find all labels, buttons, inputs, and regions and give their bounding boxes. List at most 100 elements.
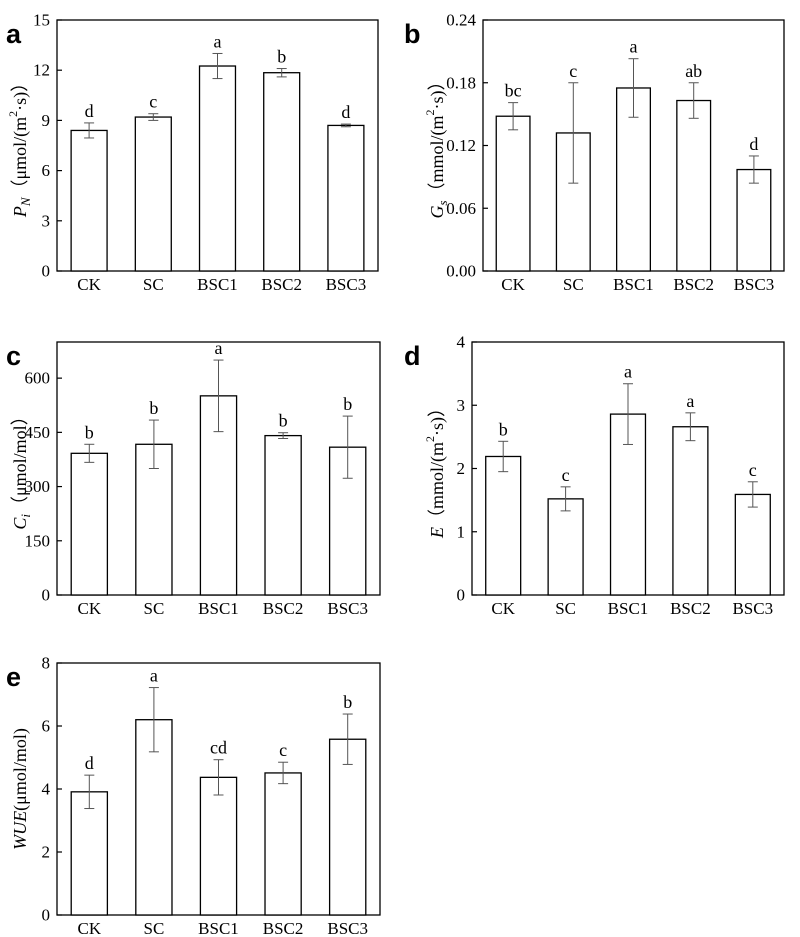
panel-letter: b: [404, 19, 421, 49]
significance-letter: cd: [210, 738, 227, 758]
bar-bsc3: [328, 738, 367, 916]
x-tick-label: CK: [501, 275, 525, 294]
significance-letter: c: [279, 740, 287, 760]
x-tick-label: CK: [77, 919, 101, 937]
significance-letter: d: [341, 102, 350, 122]
bar-bsc2: [676, 99, 712, 272]
bar-ck: [70, 791, 109, 916]
significance-letter: b: [279, 411, 288, 431]
x-tick-label: BSC2: [263, 599, 304, 618]
y-tick-label: 0: [42, 586, 51, 605]
x-tick-label: BSC2: [670, 599, 711, 618]
y-tick-label: 600: [25, 369, 51, 388]
bar-sc: [135, 443, 173, 596]
x-tick-label: BSC1: [608, 599, 649, 618]
x-tick-label: SC: [563, 275, 584, 294]
y-axis-label: E（mmol/(m2·s)）: [423, 399, 448, 539]
panel-letter: d: [404, 341, 421, 371]
significance-letter: b: [85, 422, 94, 442]
bar-ck: [70, 129, 108, 272]
y-tick-label: 0: [42, 906, 51, 925]
panel-b: b 0.00 0.06 0.12 0.18 0.24 Gs（mmol/(m2·s)） bc CK…: [404, 11, 785, 294]
significance-letter: a: [624, 362, 632, 382]
y-axis-label: WUE(μmol/mol): [10, 728, 31, 850]
y-tick-label: 15: [33, 11, 50, 30]
significance-letter: d: [85, 753, 94, 773]
x-tick-label: BSC3: [327, 599, 368, 618]
y-tick-label: 0.00: [446, 262, 476, 281]
bar-bsc2: [264, 772, 302, 916]
panel-e: e 0 2 4 6 8 WUE(μmol/mol) d CK a SC cd BSC1 c BSC2 b BSC…: [6, 654, 381, 937]
y-axis-label: PN（μmol/(m2·s)）: [6, 74, 33, 218]
bar-bsc1: [198, 65, 237, 272]
bar-bsc3: [734, 493, 771, 596]
bar-bsc2: [263, 72, 301, 272]
significance-letter: c: [569, 61, 577, 81]
significance-letter: c: [562, 465, 570, 485]
x-tick-label: SC: [144, 919, 165, 937]
x-tick-label: CK: [77, 599, 101, 618]
y-axis-label: Gs（mmol/(m2·s)）: [423, 72, 450, 218]
y-tick-label: 0: [457, 586, 466, 605]
significance-letter: b: [277, 47, 286, 67]
y-tick-label: 2: [42, 843, 51, 862]
y-tick-label: 6: [42, 161, 51, 180]
significance-letter: b: [499, 419, 508, 439]
bar-bsc3: [327, 124, 365, 272]
y-tick-label: 6: [42, 717, 51, 736]
y-tick-label: 0.24: [446, 11, 476, 30]
x-tick-label: SC: [143, 275, 164, 294]
y-tick-label: 0.06: [446, 199, 476, 218]
x-tick-label: SC: [555, 599, 576, 618]
bar-bsc2: [672, 426, 709, 596]
x-tick-label: CK: [491, 599, 515, 618]
significance-letter: d: [85, 101, 94, 121]
panel-letter: c: [6, 341, 21, 371]
x-tick-label: BSC1: [613, 275, 654, 294]
significance-letter: a: [215, 338, 223, 358]
y-tick-label: 12: [33, 61, 50, 80]
y-tick-label: 4: [42, 780, 51, 799]
significance-letter: c: [749, 460, 757, 480]
y-tick-label: 0.18: [446, 73, 476, 92]
bar-ck: [485, 455, 522, 596]
significance-letter: b: [343, 692, 352, 712]
significance-letter: a: [150, 666, 158, 686]
bar-sc: [135, 719, 173, 916]
panel-letter: a: [6, 19, 22, 49]
bar-ck: [495, 115, 531, 272]
panel-c: c 0 150 300 450 600 Ci（μmol/mol） b CK b SC a BSC1 b BS…: [6, 338, 381, 618]
y-tick-label: 2: [457, 459, 466, 478]
significance-letter: a: [686, 391, 694, 411]
x-tick-label: BSC1: [198, 919, 239, 937]
panel-a: a 0 3 6 9 12 15 PN（μmol/(m2·s)） d CK c SC a BSC1 b BSC2…: [6, 11, 379, 294]
bar-bsc2: [264, 434, 302, 596]
significance-letter: c: [149, 92, 157, 112]
y-tick-label: 3: [457, 396, 466, 415]
bar-bsc1: [615, 87, 652, 272]
y-tick-label: 0.12: [446, 136, 476, 155]
significance-letter: a: [630, 37, 638, 57]
y-axis-label: Ci（μmol/mol）: [10, 407, 33, 529]
x-tick-label: BSC1: [198, 599, 239, 618]
y-tick-label: 150: [25, 531, 51, 550]
x-tick-label: SC: [144, 599, 165, 618]
significance-letter: bc: [505, 81, 522, 101]
x-tick-label: BSC3: [732, 599, 773, 618]
x-tick-label: CK: [77, 275, 101, 294]
significance-letter: d: [749, 134, 758, 154]
y-tick-label: 4: [457, 333, 466, 352]
panel-letter: e: [6, 662, 21, 692]
bar-sc: [547, 498, 584, 596]
y-tick-label: 450: [25, 423, 51, 442]
bar-ck: [70, 452, 109, 596]
y-tick-label: 3: [42, 211, 51, 230]
y-tick-label: 1: [457, 522, 466, 541]
x-tick-label: BSC3: [327, 919, 368, 937]
x-tick-label: BSC2: [263, 919, 304, 937]
bar-sc: [134, 116, 172, 272]
y-tick-label: 9: [42, 111, 51, 130]
panel-d: d 0 1 2 3 4 E（mmol/(m2·s)） b CK c SC a BSC1 a BSC2 c BSC…: [404, 333, 785, 618]
significance-letter: b: [343, 394, 352, 414]
